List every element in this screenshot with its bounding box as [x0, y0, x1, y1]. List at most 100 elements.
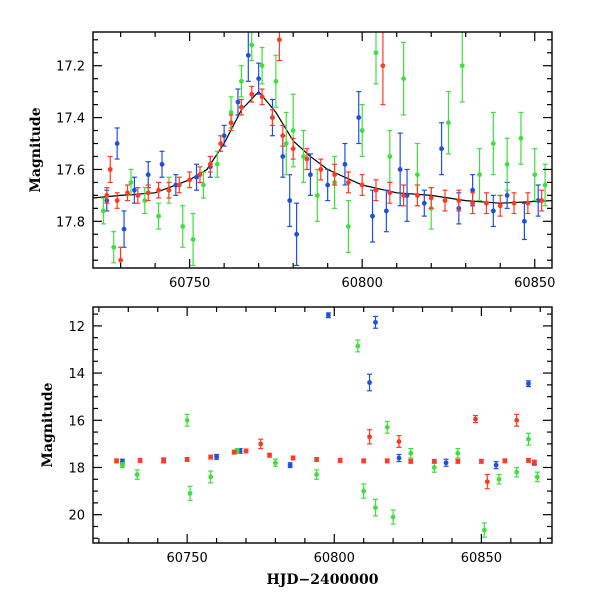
data-marker [401, 76, 407, 82]
data-marker [100, 208, 106, 214]
data-point [373, 179, 379, 202]
data-point [414, 184, 420, 207]
data-point [535, 184, 541, 217]
data-marker [111, 244, 117, 250]
data-point [107, 155, 113, 184]
data-point [387, 181, 393, 204]
data-point [401, 41, 407, 116]
data-point [207, 155, 213, 173]
data-marker [318, 167, 324, 172]
data-marker [128, 180, 134, 185]
data-marker [273, 78, 279, 84]
y-tick-label: 18 [68, 461, 85, 476]
data-point [478, 458, 484, 464]
data-marker [373, 50, 379, 56]
y-tick-label: 14 [68, 367, 85, 382]
data-point [345, 199, 351, 254]
data-point [525, 432, 531, 446]
data-marker [280, 133, 286, 139]
x-tick-label: 60850 [461, 551, 502, 566]
data-point [228, 114, 234, 132]
data-point [290, 455, 296, 461]
data-point [114, 127, 120, 160]
data-point [307, 153, 313, 196]
data-point [455, 448, 461, 459]
data-point [370, 189, 376, 243]
y-axis-label: Magnitude [28, 107, 44, 192]
data-point [445, 91, 451, 155]
data-point [484, 473, 490, 490]
data-marker [431, 458, 437, 464]
data-marker [114, 458, 119, 464]
x-tick-label: 60750 [169, 276, 210, 291]
series-2 [104, 32, 545, 268]
data-point [280, 124, 286, 147]
data-point [173, 174, 179, 196]
data-point [539, 189, 545, 212]
data-marker [325, 182, 331, 188]
data-marker [370, 213, 375, 219]
data-marker [142, 198, 148, 203]
data-point [221, 124, 227, 147]
data-point [249, 32, 255, 62]
data-point [111, 231, 117, 264]
x-tick-label: 60750 [166, 551, 207, 566]
data-marker [207, 161, 213, 167]
y-tick-label: 17.2 [56, 60, 85, 75]
data-point [496, 473, 502, 485]
data-marker [493, 462, 499, 468]
data-point [532, 148, 538, 202]
data-marker [194, 174, 199, 180]
data-marker [135, 192, 141, 198]
data-point [442, 189, 448, 212]
data-point [125, 184, 131, 202]
data-point [361, 458, 367, 464]
data-point [156, 202, 162, 230]
data-marker [273, 460, 278, 466]
data-marker [187, 491, 193, 496]
data-point [187, 485, 193, 502]
series-1 [100, 32, 548, 267]
data-marker [314, 457, 320, 462]
data-marker [208, 454, 214, 460]
data-marker [159, 161, 165, 167]
data-point [276, 32, 282, 62]
data-marker [397, 167, 403, 172]
data-marker [283, 141, 289, 146]
data-point [200, 171, 206, 199]
data-marker [470, 187, 476, 193]
data-marker [270, 115, 275, 120]
data-marker [276, 37, 282, 43]
data-point [118, 246, 124, 268]
data-point [166, 181, 172, 199]
data-point [431, 462, 437, 473]
data-marker [235, 99, 241, 105]
data-marker [355, 343, 361, 349]
data-point [301, 129, 307, 184]
data-marker [249, 42, 255, 48]
trend-line [93, 90, 552, 204]
data-marker [290, 146, 296, 152]
data-point [238, 98, 244, 116]
data-marker [218, 141, 224, 146]
y-tick-label: 17.4 [56, 112, 85, 127]
data-marker [238, 78, 244, 84]
data-marker [525, 200, 531, 206]
data-marker [514, 417, 520, 423]
data-point [156, 181, 162, 199]
data-marker [308, 172, 313, 178]
data-marker [456, 198, 462, 203]
data-point [318, 158, 324, 181]
data-marker [477, 172, 482, 178]
data-point [372, 315, 378, 329]
data-point [114, 458, 120, 464]
data-marker [134, 472, 140, 477]
data-marker [361, 458, 367, 464]
data-point [404, 168, 410, 222]
data-point [337, 457, 343, 463]
data-marker [478, 458, 484, 464]
data-point [477, 148, 483, 202]
data-marker [231, 449, 237, 455]
data-point [511, 192, 517, 215]
data-marker [415, 192, 420, 198]
